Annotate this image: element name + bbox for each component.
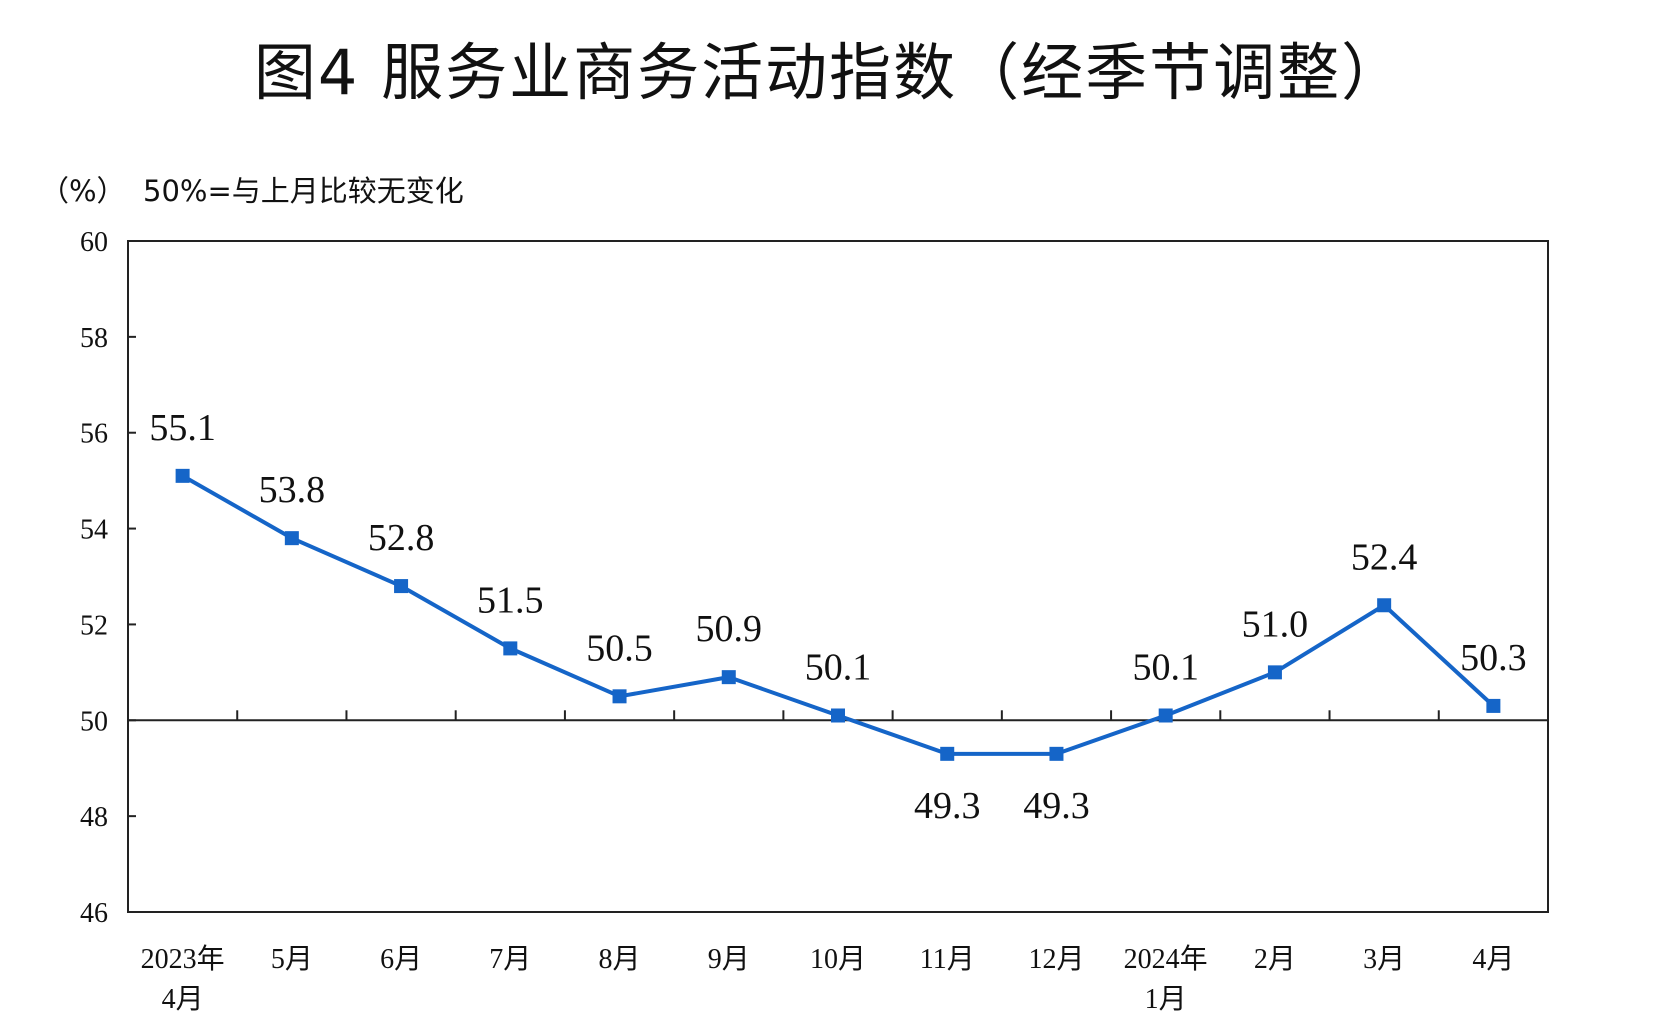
x-tick-label: 5月 — [271, 944, 313, 975]
y-tick-label: 58 — [80, 323, 108, 354]
data-label: 50.9 — [696, 608, 763, 650]
y-tick-label: 60 — [80, 227, 108, 258]
data-point — [394, 579, 409, 594]
data-point — [503, 641, 518, 656]
data-label: 50.1 — [1132, 646, 1199, 688]
data-point — [284, 531, 299, 546]
data-label: 50.3 — [1460, 637, 1527, 679]
y-tick-label: 48 — [80, 802, 108, 833]
y-axis-unit: （%） — [40, 174, 126, 208]
chart-title: 图4 服务业商务活动指数（经季节调整） — [253, 36, 1406, 109]
x-tick-label: 8月 — [599, 944, 641, 975]
data-label: 49.3 — [1023, 785, 1090, 827]
data-point — [831, 708, 845, 723]
data-point — [612, 689, 627, 704]
x-tick-label: 2023年 — [141, 943, 225, 975]
data-label: 52.4 — [1351, 536, 1418, 578]
x-tick-label: 2月 — [1254, 944, 1296, 975]
data-point — [1486, 698, 1501, 713]
data-label: 55.1 — [149, 407, 216, 449]
data-label: 53.8 — [259, 469, 326, 511]
data-label: 52.8 — [368, 517, 435, 559]
data-point — [1377, 598, 1392, 613]
x-tick-label: 4月 — [1472, 944, 1514, 975]
data-point — [1267, 665, 1282, 680]
data-label: 50.5 — [586, 627, 653, 669]
data-point — [175, 468, 190, 483]
x-tick-label: 4月 — [162, 984, 204, 1015]
x-tick-label: 6月 — [380, 944, 422, 975]
data-label: 50.1 — [805, 646, 872, 688]
data-label: 49.3 — [914, 785, 981, 827]
x-tick-label: 7月 — [489, 944, 531, 975]
data-point — [721, 670, 736, 685]
x-tick-label: 1月 — [1145, 984, 1187, 1015]
data-label: 51.0 — [1242, 603, 1309, 645]
x-tick-label: 11月 — [920, 944, 975, 975]
data-point — [1158, 708, 1173, 723]
x-tick-label: 9月 — [708, 944, 750, 975]
chart-note: 50%=与上月比较无变化 — [143, 174, 464, 208]
x-tick-label: 12月 — [1028, 944, 1084, 975]
data-point — [940, 746, 955, 761]
y-tick-label: 50 — [80, 706, 108, 737]
y-tick-label: 56 — [80, 419, 108, 450]
y-tick-label: 46 — [80, 898, 108, 929]
x-tick-label: 2024年 — [1124, 943, 1208, 975]
y-tick-label: 54 — [80, 515, 108, 546]
plot-frame — [127, 240, 1549, 913]
data-point — [1049, 746, 1064, 761]
data-label: 51.5 — [477, 579, 544, 621]
x-tick-label: 10月 — [810, 944, 866, 975]
y-tick-label: 52 — [80, 610, 108, 641]
x-tick-label: 3月 — [1363, 944, 1405, 975]
